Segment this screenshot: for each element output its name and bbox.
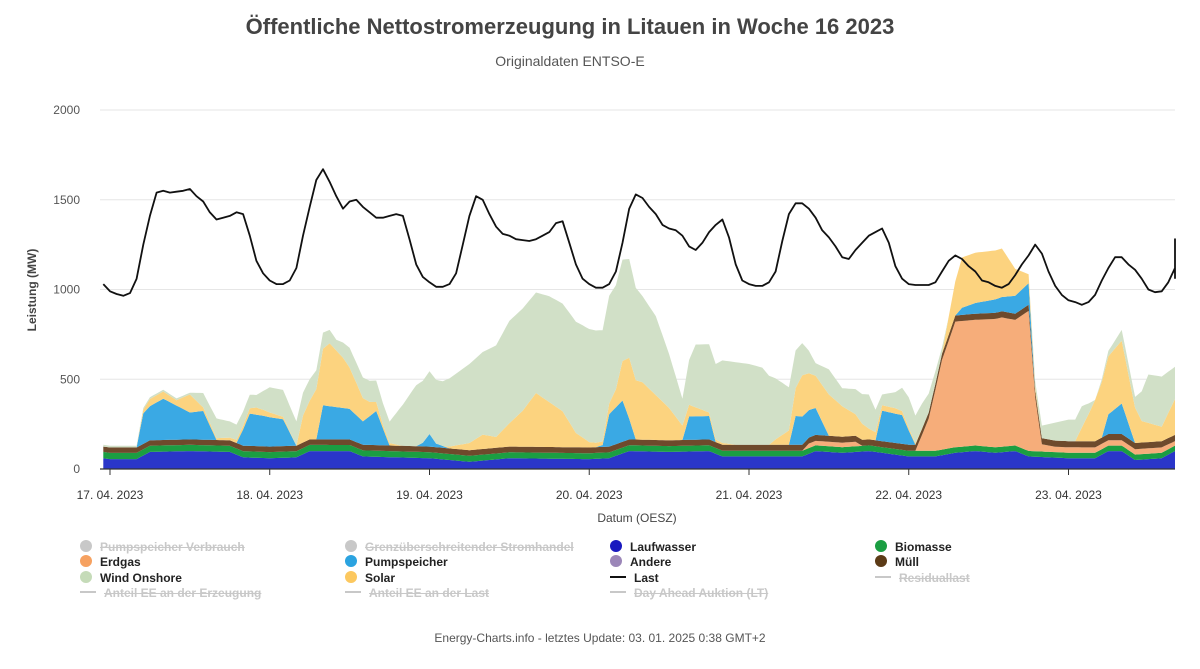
chart-subtitle: Originaldaten ENTSO-E [495,53,645,69]
legend-marker [345,591,361,593]
legend-marker [80,555,92,567]
line-last [102,168,1176,306]
load-line-layer [102,168,1176,306]
legend-marker [610,591,626,593]
legend-item-erdgas[interactable]: Erdgas [80,555,141,569]
y-axis-title: Leistung (MW) [25,249,39,332]
area-erdgas [103,310,1175,456]
axis-layer: 0 500 1000 1500 2000 17. 04. 2023 18. 04. 2023… [53,103,1175,502]
area-solar [103,248,1175,451]
footer-credit: Energy-Charts.info - letztes Update: 03.… [434,631,766,645]
area-müll [103,304,1175,456]
legend-label: Biomasse [895,540,952,554]
x-tick-label: 18. 04. 2023 [236,488,303,502]
legend-item-anteil-ee-an-der-last[interactable]: Anteil EE an der Last [345,586,489,600]
legend-marker [875,576,891,578]
x-tick-label: 20. 04. 2023 [556,488,623,502]
legend-item-grenzüberschreitender-stromhandel[interactable]: Grenzüberschreitender Stromhandel [345,540,574,554]
legend-label: Solar [365,571,396,585]
legend-label: Wind Onshore [100,571,182,585]
area-laufwasser [103,451,1175,469]
stacked-areas [103,248,1175,469]
legend-label: Anteil EE an der Last [369,586,490,600]
area-wind-onshore [103,248,1175,448]
legend-label: Erdgas [100,555,141,569]
x-tick-label: 17. 04. 2023 [77,488,144,502]
legend-marker [610,555,622,567]
y-tick-label: 0 [73,462,80,476]
chart-title: Öffentliche Nettostromerzeugung in Litau… [245,14,895,39]
legend-item-residuallast[interactable]: Residuallast [875,571,970,585]
legend-marker [80,540,92,552]
legend-marker [345,571,357,583]
y-tick-label: 2000 [53,103,80,117]
legend-label: Andere [630,555,672,569]
area-biomasse [103,444,1175,462]
x-tick-label: 23. 04. 2023 [1035,488,1102,502]
legend-marker [345,540,357,552]
x-tick-label: 19. 04. 2023 [396,488,463,502]
legend-marker [610,576,626,578]
legend-item-müll[interactable]: Müll [875,555,919,569]
legend-marker [610,540,622,552]
legend-label: Müll [895,555,919,569]
x-tick-label: 22. 04. 2023 [875,488,942,502]
legend-label: Anteil EE an der Erzeugung [104,586,262,600]
y-tick-label: 1500 [53,193,80,207]
legend-label: Pumpspeicher Verbrauch [100,540,245,554]
legend-label: Pumpspeicher [365,555,448,569]
legend-item-pumpspeicher[interactable]: Pumpspeicher [345,555,448,569]
legend-marker [875,555,887,567]
legend-item-biomasse[interactable]: Biomasse [875,540,952,554]
legend-marker [80,591,96,593]
legend-marker [875,540,887,552]
legend-item-wind-onshore[interactable]: Wind Onshore [80,571,182,585]
legend-marker [80,571,92,583]
legend-label: Grenzüberschreitender Stromhandel [365,540,574,554]
legend-item-solar[interactable]: Solar [345,571,395,585]
legend-item-last[interactable]: Last [610,571,659,585]
legend-label: Laufwasser [630,540,697,554]
legend-label: Residuallast [899,571,970,585]
legend-marker [345,555,357,567]
legend-item-andere[interactable]: Andere [610,555,671,569]
legend-item-anteil-ee-an-der-erzeugung[interactable]: Anteil EE an der Erzeugung [80,586,261,600]
legend-item-pumpspeicher-verbrauch[interactable]: Pumpspeicher Verbrauch [80,540,245,554]
y-tick-label: 500 [60,372,80,386]
legend-label: Day Ahead Auktion (LT) [634,586,769,600]
legend-item-day-ahead-auktion-lt-[interactable]: Day Ahead Auktion (LT) [610,586,768,600]
area-pumpspeicher [103,283,1175,451]
legend-label: Last [634,571,659,585]
x-tick-label: 21. 04. 2023 [716,488,783,502]
y-tick-label: 1000 [53,283,80,297]
legend-item-laufwasser[interactable]: Laufwasser [610,540,696,554]
x-axis-title: Datum (OESZ) [597,511,676,525]
